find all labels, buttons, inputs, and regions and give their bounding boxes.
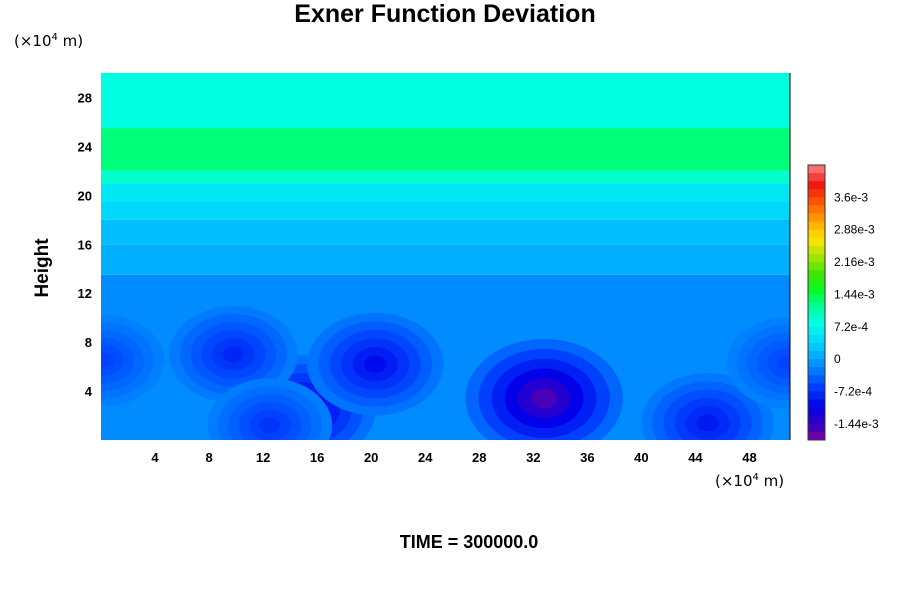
x-tick-label: 16 bbox=[310, 450, 324, 465]
colorbar-segment bbox=[808, 181, 825, 190]
y-tick-label: 20 bbox=[78, 188, 92, 203]
colorbar-segment bbox=[808, 351, 825, 360]
x-tick-label: 44 bbox=[688, 450, 703, 465]
field-minimum-5-ring-5 bbox=[259, 417, 281, 434]
colorbar-tick-label: 1.44e-3 bbox=[834, 287, 875, 301]
colorbar-segment bbox=[808, 407, 825, 417]
contour-field bbox=[101, 73, 790, 440]
field-minimum-4-ring-5 bbox=[696, 414, 719, 432]
x-tick-label: 28 bbox=[472, 450, 486, 465]
colorbar-segment bbox=[808, 237, 825, 247]
colorbar-segment bbox=[808, 165, 825, 174]
colorbar-segment bbox=[808, 262, 825, 271]
x-tick-label: 36 bbox=[580, 450, 594, 465]
colorbar-segment bbox=[808, 399, 825, 409]
colorbar-segment bbox=[808, 213, 825, 223]
colorbar-segment bbox=[808, 302, 825, 312]
field-layer-4 bbox=[101, 201, 790, 220]
field-minimum-0-ring-5 bbox=[530, 388, 558, 409]
x-tick-label: 24 bbox=[418, 450, 433, 465]
x-tick-label: 8 bbox=[205, 450, 212, 465]
colorbar-segment bbox=[808, 294, 825, 303]
colorbar-segment bbox=[808, 173, 825, 182]
colorbar-segment bbox=[808, 229, 825, 239]
colorbar-segment bbox=[808, 359, 825, 368]
colorbar-segment bbox=[808, 286, 825, 295]
colorbar-segment bbox=[808, 342, 825, 352]
colorbar-tick-label: 2.16e-3 bbox=[834, 255, 875, 269]
colorbar-segment bbox=[808, 189, 825, 198]
colorbar-tick-label: 2.88e-3 bbox=[834, 223, 875, 237]
field-layer-5 bbox=[101, 219, 790, 245]
field-minimum-5 bbox=[207, 378, 333, 440]
field-layer-2 bbox=[101, 170, 790, 184]
colorbar-segment bbox=[808, 270, 825, 279]
colorbar-segment bbox=[808, 391, 825, 401]
field-layer-6 bbox=[101, 244, 790, 275]
field-minimum-0 bbox=[465, 338, 623, 440]
colorbar-segment bbox=[808, 205, 825, 215]
colorbar bbox=[807, 164, 826, 441]
field-minimum-6 bbox=[101, 314, 164, 406]
colorbar-segment bbox=[808, 221, 825, 231]
y-tick-label: 4 bbox=[85, 384, 93, 399]
colorbar-tick-label: 3.6e-3 bbox=[834, 190, 868, 204]
y-tick-label: 16 bbox=[78, 237, 92, 252]
field-minimum-2-ring-5 bbox=[363, 355, 387, 373]
field-minimum-4 bbox=[641, 372, 774, 440]
x-tick-label: 12 bbox=[256, 450, 270, 465]
colorbar-segment bbox=[808, 334, 825, 344]
colorbar-segment bbox=[808, 310, 825, 320]
colorbar-segment bbox=[808, 431, 825, 441]
chart-title: Exner Function Deviation bbox=[294, 0, 596, 28]
x-axis-ticks: 4 8 12 16 20 24 28 32 36 40 44 48 bbox=[151, 450, 756, 465]
field-layer-0 bbox=[101, 73, 790, 129]
colorbar-tick-label: 0 bbox=[834, 352, 841, 366]
field-minimum-7-ring-5 bbox=[777, 355, 790, 371]
colorbar-segment bbox=[808, 197, 825, 206]
x-tick-label: 48 bbox=[742, 450, 756, 465]
x-tick-label: 4 bbox=[151, 450, 159, 465]
x-tick-label: 32 bbox=[526, 450, 540, 465]
colorbar-segment bbox=[808, 367, 825, 376]
x-unit-label: (×104 m) bbox=[715, 472, 785, 490]
field-layer-1 bbox=[101, 128, 790, 171]
field-minimum-3-ring-5 bbox=[222, 346, 245, 363]
x-tick-label: 20 bbox=[364, 450, 378, 465]
y-unit-label: (×104 m) bbox=[14, 32, 84, 50]
colorbar-frame bbox=[807, 164, 826, 441]
y-tick-label: 24 bbox=[78, 139, 93, 154]
colorbar-segment bbox=[808, 278, 825, 287]
colorbar-segment bbox=[808, 318, 825, 328]
colorbar-tick-label: 7.2e-4 bbox=[834, 320, 868, 334]
colorbar-segment bbox=[808, 383, 825, 392]
x-tick-label: 40 bbox=[634, 450, 648, 465]
colorbar-segment bbox=[808, 245, 825, 255]
field-minimum-6-ring-5 bbox=[101, 352, 114, 369]
field-minimum-7 bbox=[727, 317, 790, 409]
colorbar-tick-label: -7.2e-4 bbox=[834, 384, 872, 398]
field-minimum-2 bbox=[307, 312, 444, 416]
colorbar-segment bbox=[808, 326, 825, 336]
colorbar-segment bbox=[808, 375, 825, 384]
colorbar-ticks: 3.6e-3 2.88e-3 2.16e-3 1.44e-3 7.2e-4 0 -7.2e-… bbox=[834, 190, 879, 430]
colorbar-tick-label: -1.44e-3 bbox=[834, 417, 879, 431]
y-tick-label: 8 bbox=[85, 335, 92, 350]
y-axis-ticks: 4 8 12 16 20 24 28 bbox=[78, 90, 93, 399]
colorbar-segment bbox=[808, 253, 825, 263]
y-tick-label: 12 bbox=[78, 286, 92, 301]
colorbar-segment bbox=[808, 415, 825, 425]
field-layer-3 bbox=[101, 183, 790, 202]
time-label: TIME = 300000.0 bbox=[399, 532, 539, 552]
y-tick-label: 28 bbox=[78, 90, 92, 105]
colorbar-segment bbox=[808, 423, 825, 433]
